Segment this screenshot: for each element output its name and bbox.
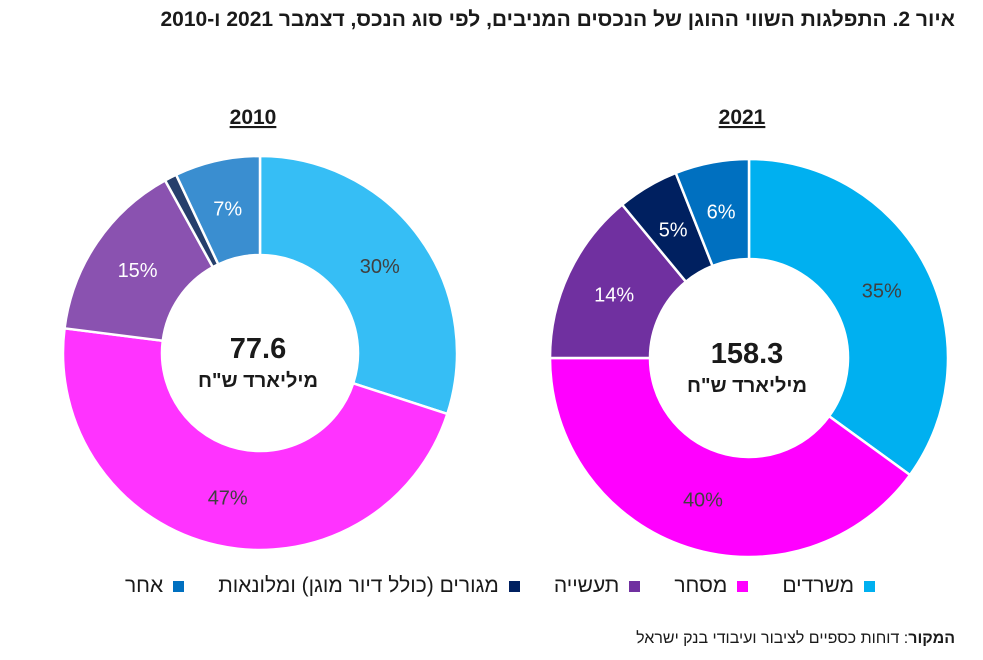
legend-swatch-industry [629, 580, 641, 592]
legend-label-industry: תעשייה [553, 574, 620, 597]
slice-2010-commerce [61, 326, 449, 552]
chart-title-2010: 2010 [230, 106, 277, 129]
legend-swatch-other [173, 580, 185, 592]
legend-label-other: אחר [124, 574, 164, 597]
data-label-2021-residential: 5% [659, 220, 688, 242]
legend-swatch-residential [508, 580, 520, 592]
legend-swatch-offices [864, 580, 876, 592]
legend-item-commerce: מסחר [674, 574, 749, 598]
legend: משרדים מסחר תעשייה מגורים (כולל דיור מוג… [60, 574, 940, 598]
center-unit-2021: מיליארד ש"ח [687, 375, 807, 397]
data-label-2021-offices: 35% [862, 280, 902, 302]
slice-2010-other [174, 154, 262, 266]
legend-item-offices: משרדים [782, 574, 876, 598]
legend-label-commerce: מסחר [674, 574, 728, 597]
slice-2021-offices [747, 157, 950, 477]
source-note: המקור: דוחות כספיים לציבור ועיבודי בנק י… [636, 630, 955, 648]
legend-item-industry: תעשייה [553, 574, 641, 598]
source-label: המקור [908, 630, 955, 647]
legend-label-offices: משרדים [782, 574, 855, 597]
legend-label-residential: מגורים (כולל דיור מוגן) ומלונאות [218, 574, 499, 597]
center-value-2021: 158.3 [711, 338, 784, 370]
data-label-2010-commerce: 47% [208, 487, 248, 509]
data-label-2010-industry: 15% [118, 260, 158, 282]
data-label-2010-other: 7% [213, 199, 242, 221]
legend-item-other: אחר [124, 574, 185, 598]
legend-item-residential: מגורים (כולל דיור מוגן) ומלונאות [218, 574, 520, 598]
slice-2021-other [674, 157, 751, 268]
source-text: : דוחות כספיים לציבור ועיבודי בנק ישראל [636, 630, 909, 647]
data-label-2021-other: 6% [707, 202, 736, 224]
center-value-2010: 77.6 [230, 333, 286, 365]
donut-charts: 30% 47% 15% 7% 2010 77.6 מיליארד ש"ח 35% 40% 14% 5… [61, 106, 950, 559]
center-unit-2010: מיליארד ש"ח [198, 370, 318, 392]
figure-title: איור 2. התפלגות השווי ההוגן של הנכסים המ… [160, 8, 955, 31]
slice-2010-offices [258, 154, 459, 416]
data-label-2021-industry: 14% [594, 285, 634, 307]
slice-2021-commerce [548, 356, 912, 559]
chart-title-2021: 2021 [719, 106, 766, 129]
data-label-2010-offices: 30% [360, 256, 400, 278]
legend-swatch-commerce [737, 580, 749, 592]
data-label-2021-commerce: 40% [683, 490, 723, 512]
